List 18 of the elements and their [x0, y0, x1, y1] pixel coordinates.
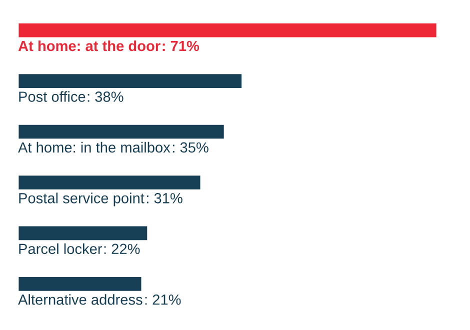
- bar: [18, 224, 149, 242]
- bar: [18, 174, 202, 191]
- y-tick-label: Parcel locker: [19, 243, 102, 254]
- data-label: : 21%: [145, 294, 181, 305]
- y-tick-label: Alternative address: [18, 294, 142, 305]
- y-tick-label: At home: in the mailbox: [18, 142, 170, 153]
- y-tick-label: Postal service point: [19, 192, 144, 206]
- data-label: : 22%: [104, 244, 140, 254]
- bar: [18, 22, 437, 39]
- y-tick-label: At home: at the door: [18, 40, 160, 52]
- bar: [18, 72, 243, 90]
- data-label: : 35%: [172, 142, 208, 153]
- data-label: : 38%: [88, 92, 124, 102]
- data-label: : 31%: [146, 193, 182, 204]
- bar: [18, 123, 226, 140]
- bar: [18, 276, 143, 292]
- y-tick-label: Post office: [19, 91, 86, 102]
- data-label: : 71%: [162, 40, 200, 52]
